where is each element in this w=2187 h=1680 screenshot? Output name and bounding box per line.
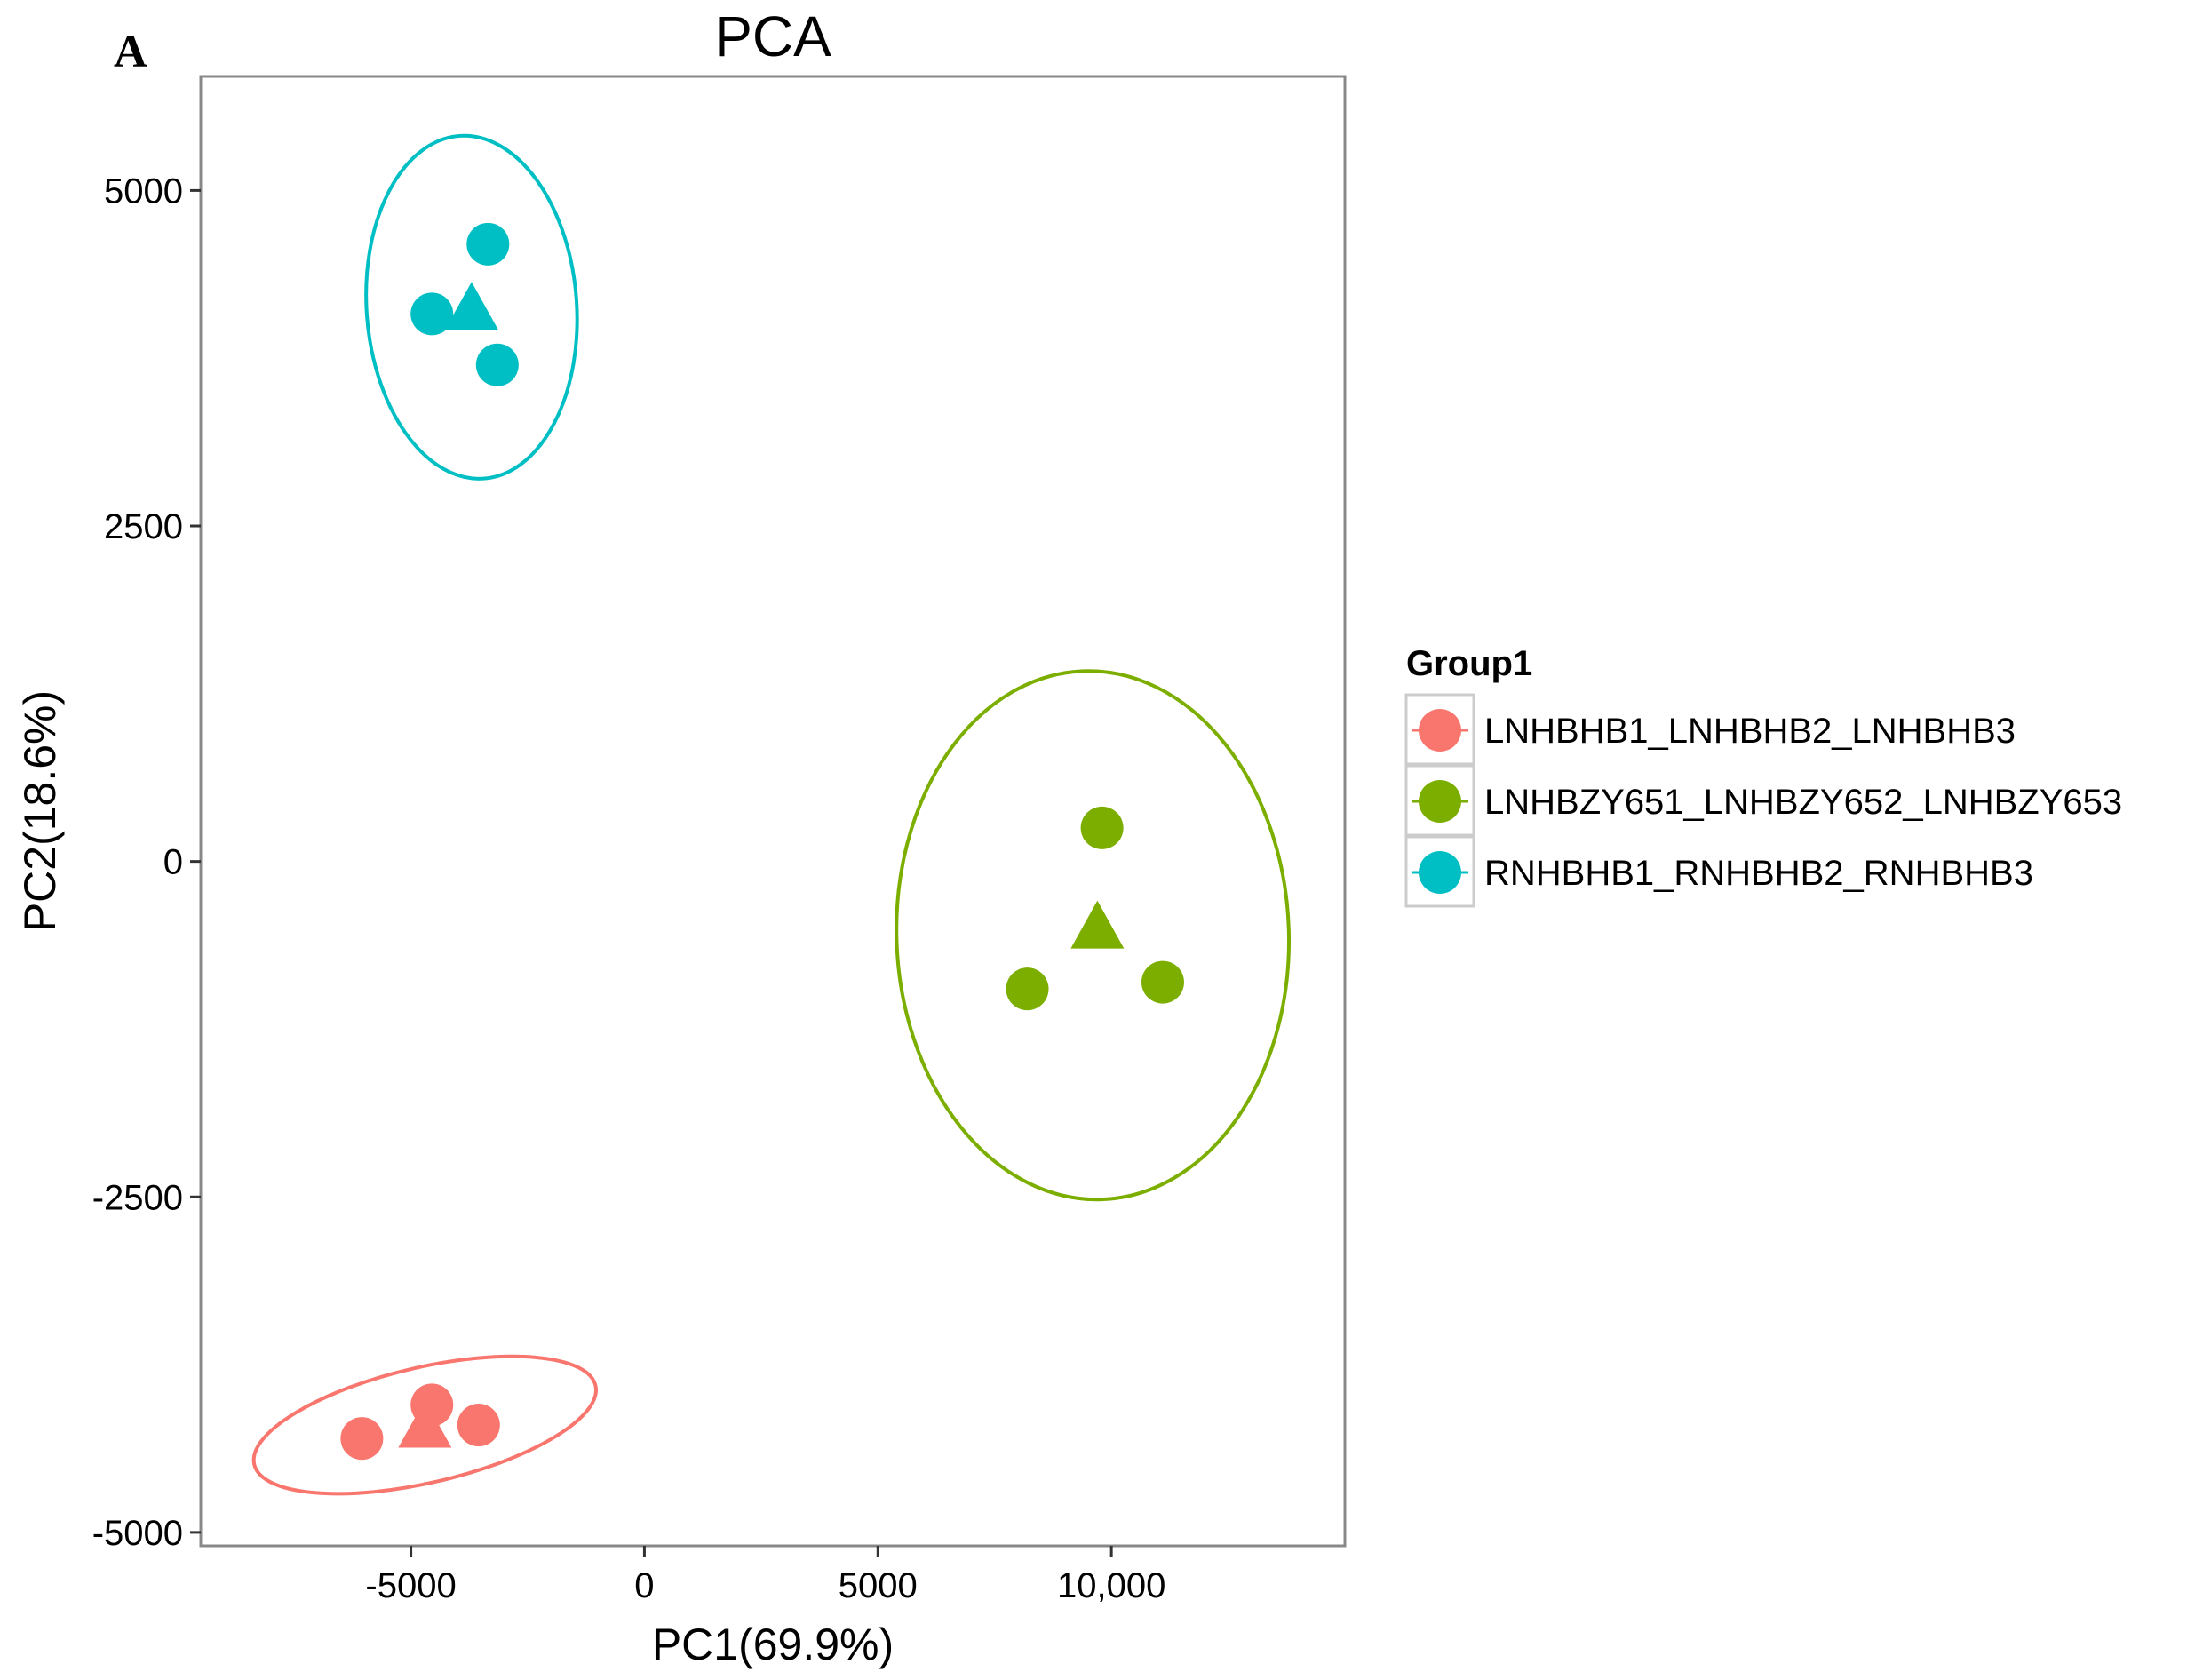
x-axis-label: PC1(69.9%): [652, 1620, 894, 1669]
y-tick-label: -5000: [92, 1514, 183, 1553]
legend-label: RNHBHB1_RNHBHB2_RNHBHB3: [1484, 854, 2033, 893]
y-tick-label: 2500: [104, 507, 183, 546]
legend-title: Group1: [1406, 644, 1532, 683]
x-tick-label: -5000: [365, 1566, 456, 1605]
sample-point: [466, 222, 510, 266]
confidence-ellipses: [251, 133, 1292, 1496]
x-axis: -5000 0 5000 10,000: [365, 1546, 1165, 1605]
sample-point: [1141, 960, 1184, 1004]
group-ellipse: [895, 669, 1292, 1202]
sample-point: [410, 292, 454, 336]
y-tick-label: 0: [163, 843, 183, 882]
x-tick-label: 10,000: [1057, 1566, 1165, 1605]
data-points: [340, 222, 1184, 1461]
legend-label: LNHBZY651_LNHBZY652_LNHBZY653: [1484, 783, 2122, 822]
legend-key-marker: [1419, 851, 1461, 894]
x-tick-label: 5000: [839, 1566, 918, 1605]
legend-key-marker: [1419, 780, 1461, 823]
centroid-triangle: [444, 282, 498, 330]
x-tick-label: 0: [634, 1566, 654, 1605]
legend-label: LNHBHB1_LNHBHB2_LNHBHB3: [1484, 712, 2016, 751]
group-ellipse: [251, 1354, 598, 1496]
panel-letter: A: [114, 27, 147, 77]
y-tick-label: -2500: [92, 1178, 183, 1217]
chart-title: PCA: [714, 4, 831, 68]
sample-point: [340, 1417, 384, 1461]
legend-key-marker: [1419, 709, 1461, 752]
y-tick-label: 5000: [104, 171, 183, 211]
sample-point: [457, 1404, 500, 1447]
y-axis-label: PC2(18.6%): [15, 690, 65, 932]
sample-point: [1006, 967, 1049, 1011]
centroid-triangle: [398, 1399, 452, 1448]
centroid-triangle: [1070, 900, 1125, 949]
y-axis: 5000 2500 0 -2500 -5000: [92, 171, 201, 1553]
legend: Group1 LNHBHB1_LNHBHB2_LNHBHB3 LNHBZY651_…: [1404, 644, 2122, 908]
sample-point: [1080, 806, 1124, 849]
sample-point: [475, 343, 519, 386]
plot-panel: [199, 75, 1347, 1548]
group-ellipse: [364, 133, 579, 481]
